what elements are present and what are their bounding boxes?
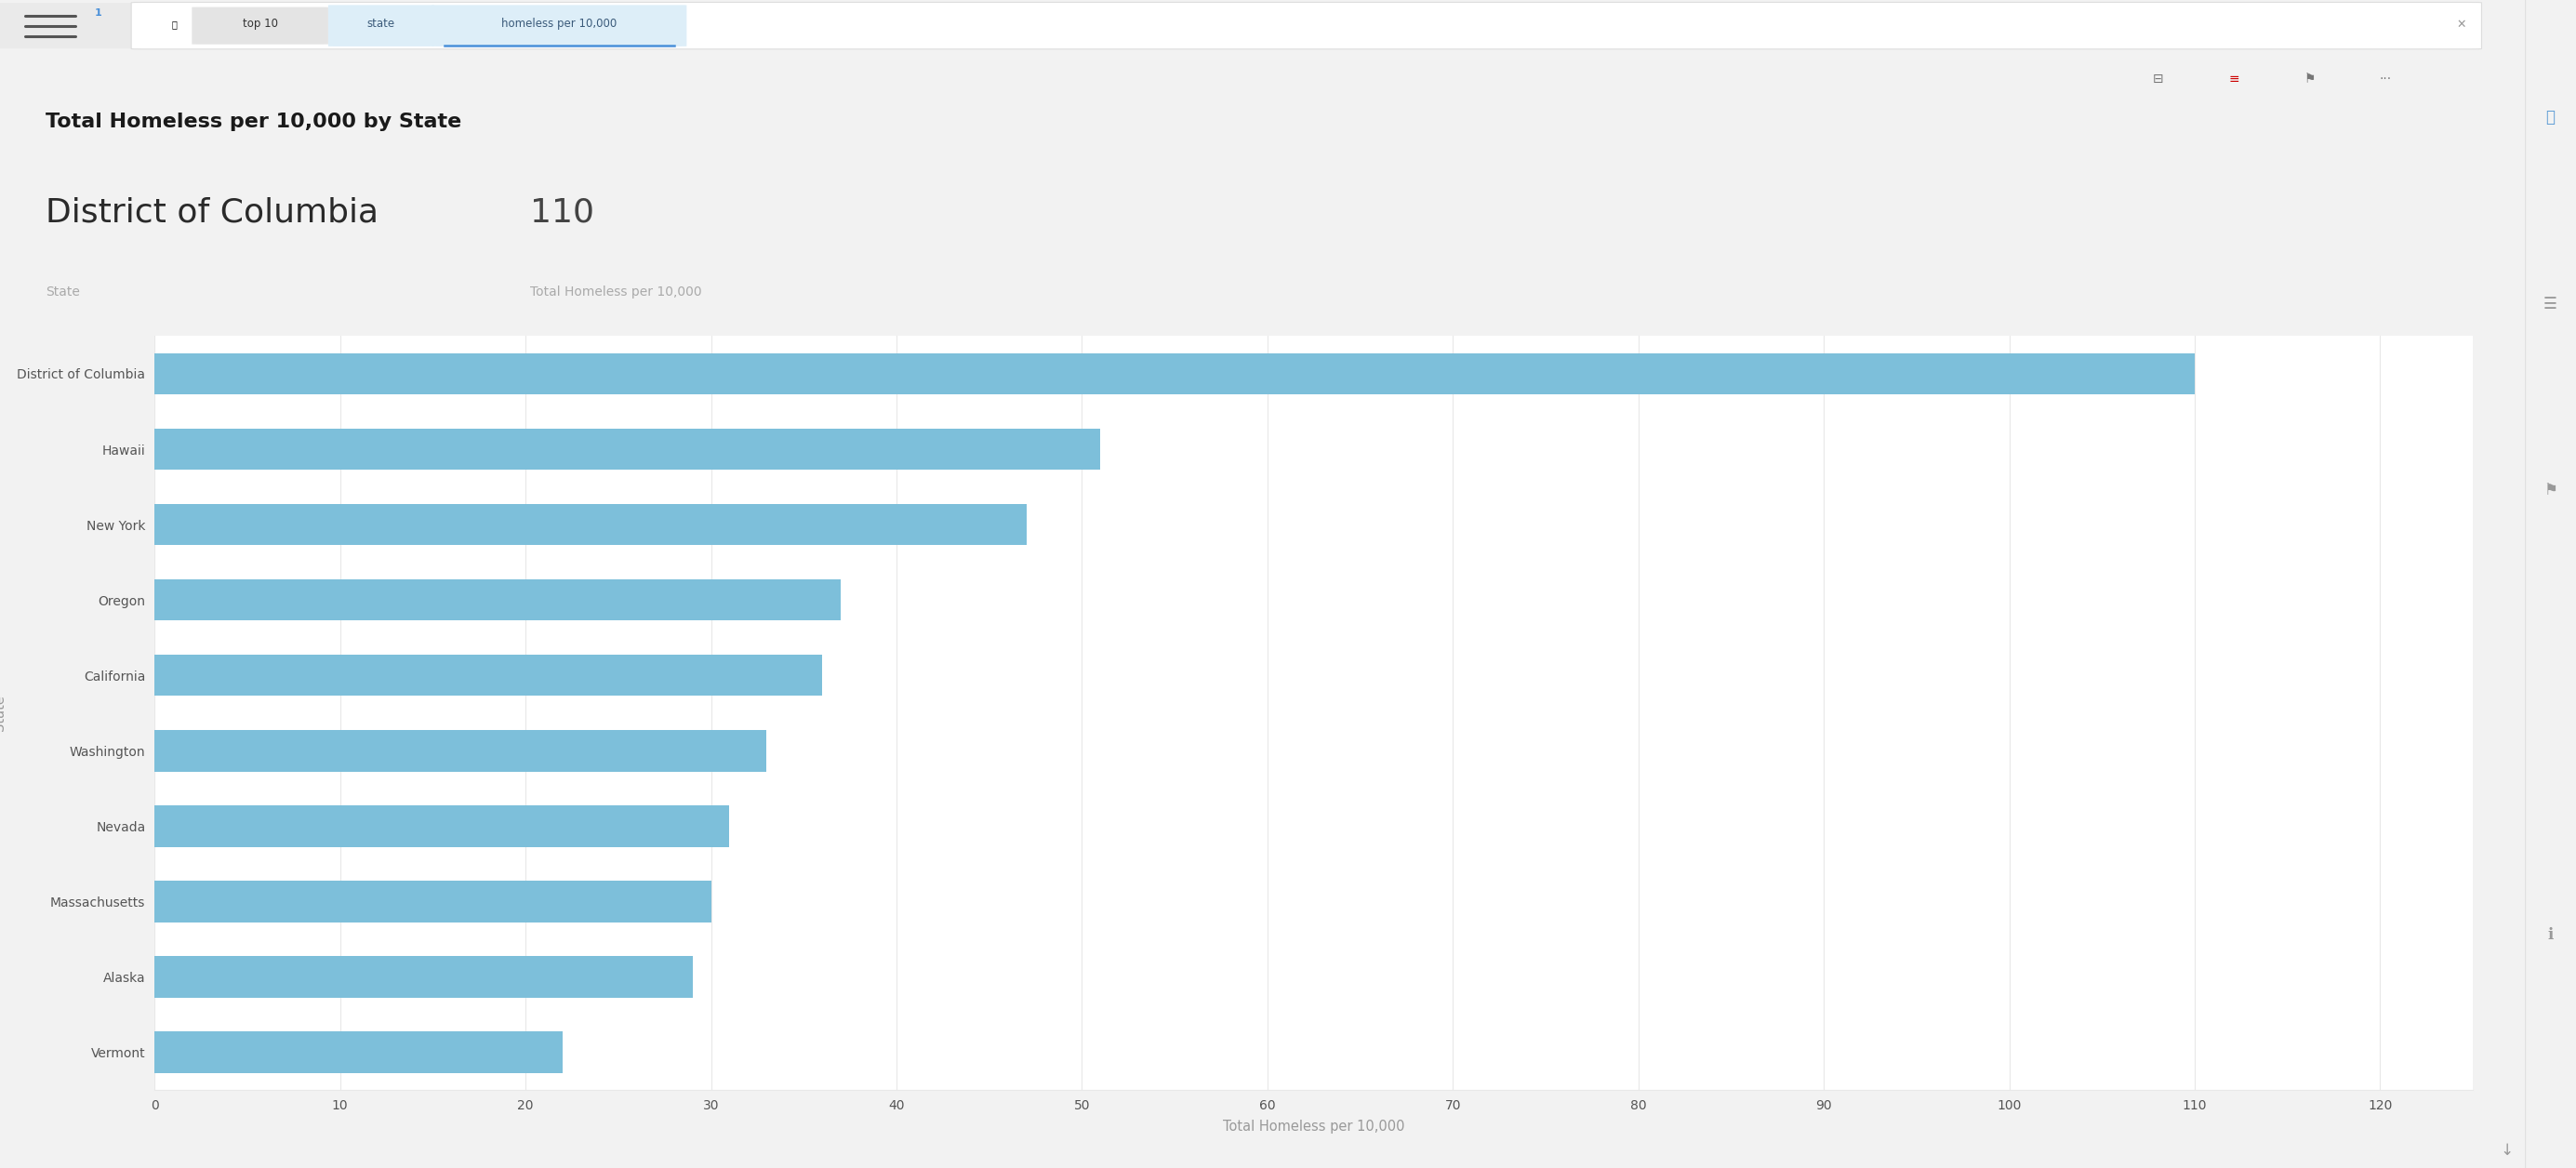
FancyBboxPatch shape [0,2,142,49]
Text: Total Homeless per 10,000: Total Homeless per 10,000 [531,286,701,299]
Text: 📊: 📊 [2545,109,2555,125]
Text: District of Columbia: District of Columbia [46,196,379,228]
Text: Total Homeless per 10,000 by State: Total Homeless per 10,000 by State [46,113,461,132]
Text: ⚑: ⚑ [2303,72,2316,85]
FancyBboxPatch shape [433,5,688,47]
Text: ℹ: ℹ [2548,926,2553,943]
Text: ⚑: ⚑ [2543,482,2558,499]
FancyBboxPatch shape [131,2,2481,49]
FancyBboxPatch shape [191,7,327,44]
Text: ⊟: ⊟ [2154,72,2164,85]
Bar [155,805,729,847]
FancyBboxPatch shape [327,5,435,47]
Bar [155,429,1100,470]
Text: ☰: ☰ [2543,296,2558,312]
Text: ✕: ✕ [2458,19,2465,30]
Text: 🔍: 🔍 [173,20,178,29]
Text: ↓: ↓ [2496,1142,2514,1159]
Text: ···: ··· [2380,72,2391,85]
Bar [155,579,840,620]
Bar [155,1031,562,1073]
Bar [155,881,711,923]
X-axis label: Total Homeless per 10,000: Total Homeless per 10,000 [1224,1120,1404,1134]
Text: state: state [368,19,394,30]
Text: 110: 110 [531,196,595,228]
Bar [155,353,2195,395]
Bar [155,503,1025,545]
Text: top 10: top 10 [242,19,278,30]
Bar [155,730,768,771]
Bar [155,654,822,696]
Text: State: State [46,286,80,299]
Text: homeless per 10,000: homeless per 10,000 [502,19,616,30]
Bar [155,957,693,997]
Y-axis label: State: State [0,695,8,731]
Text: ≡: ≡ [2228,72,2239,85]
Text: 1: 1 [95,8,103,18]
